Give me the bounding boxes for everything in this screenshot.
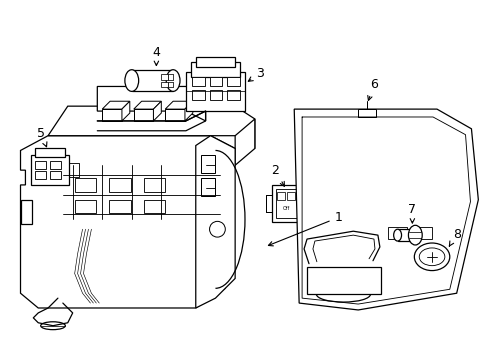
Text: 1: 1 [268,211,342,246]
Bar [35,171,46,179]
Bar [35,148,65,157]
Ellipse shape [166,70,180,91]
Bar [190,62,240,77]
Text: 6: 6 [367,78,377,100]
Bar [75,178,96,192]
Bar [227,77,240,86]
Polygon shape [97,86,205,121]
Bar [287,192,295,200]
Polygon shape [153,101,161,121]
Bar [75,200,96,213]
Bar [209,90,222,100]
Ellipse shape [418,248,444,266]
Bar [161,82,168,87]
Bar [358,109,375,117]
Bar [35,161,46,169]
Polygon shape [165,109,184,121]
Bar [271,185,301,222]
Bar [191,90,204,100]
Bar [143,178,165,192]
Bar [387,227,407,239]
Polygon shape [102,101,129,109]
Polygon shape [184,101,192,121]
Bar [191,77,204,86]
Bar [227,90,240,100]
Text: 2: 2 [271,164,284,186]
Polygon shape [102,109,122,121]
Text: 4: 4 [152,45,160,66]
Polygon shape [195,136,235,308]
Polygon shape [133,109,153,121]
Bar [161,74,168,80]
Ellipse shape [407,225,421,245]
Bar [411,227,431,239]
Polygon shape [122,101,129,121]
Bar [277,192,285,200]
Text: Off: Off [282,206,289,211]
Bar [397,229,414,241]
Circle shape [209,221,225,237]
Bar [109,178,130,192]
Bar [109,200,130,213]
Polygon shape [294,109,477,310]
Bar [185,72,244,111]
Bar [31,156,69,185]
Bar [195,57,235,67]
Ellipse shape [124,70,139,91]
Bar [275,189,297,219]
Polygon shape [20,136,235,308]
Ellipse shape [393,229,401,241]
Bar [200,178,215,196]
Text: 8: 8 [448,228,460,246]
Bar [50,161,61,169]
Bar [143,200,165,213]
Polygon shape [48,106,254,148]
Polygon shape [165,101,192,109]
Polygon shape [235,119,254,165]
Polygon shape [133,101,161,109]
Bar [306,267,380,294]
Bar [50,171,61,179]
Bar [168,82,173,87]
Bar [168,82,173,87]
Ellipse shape [41,322,65,330]
Bar [20,200,32,224]
Text: 5: 5 [37,127,47,147]
Bar [200,156,215,173]
Ellipse shape [413,243,449,271]
Bar [209,77,222,86]
Bar [131,70,173,91]
Bar [168,74,173,80]
Bar [168,74,173,80]
Text: 7: 7 [407,203,415,223]
Text: 3: 3 [248,67,263,81]
